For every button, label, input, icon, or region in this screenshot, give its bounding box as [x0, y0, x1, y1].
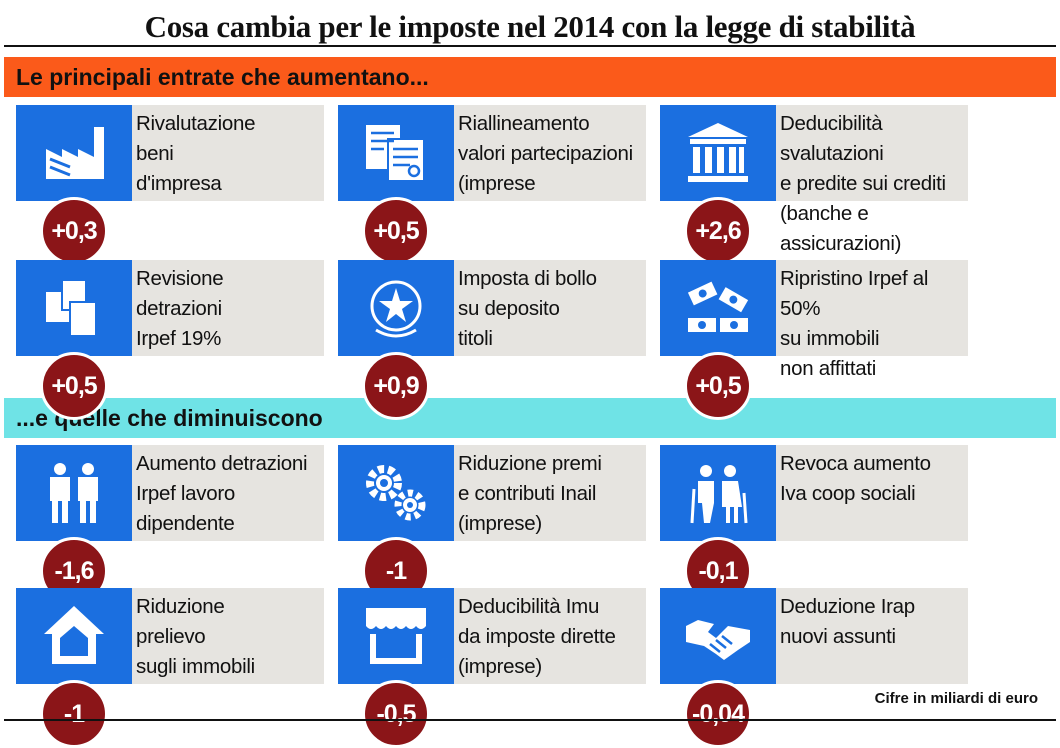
value-badge: +0,3 — [40, 197, 108, 265]
elderly-couple-icon — [660, 445, 776, 541]
state-emblem-icon — [338, 260, 454, 356]
value-badge: -1 — [40, 680, 108, 748]
card-deduzione-irap: Deduzione Irap nuovi assunti -0,04 — [660, 588, 968, 748]
value-badge: +0,9 — [362, 352, 430, 420]
card-deducibilita-imu: Deducibilità Imu da imposte dirette (imp… — [338, 588, 646, 748]
gears-icon — [338, 445, 454, 541]
bottom-rule — [4, 719, 1056, 721]
card-aumento-detrazioni: Aumento detrazioni Irpef lavoro dipenden… — [16, 445, 324, 605]
card-riduzione-premi: Riduzione premi e contributi Inail (impr… — [338, 445, 646, 605]
title-rule — [4, 45, 1056, 47]
shop-icon — [338, 588, 454, 684]
card-label: Riallineamento valori partecipazioni (im… — [458, 112, 633, 195]
workers-icon — [16, 445, 132, 541]
card-imposta-bollo: Imposta di bollo su deposito titoli +0,9 — [338, 260, 646, 420]
card-label: Riduzione prelievo sugli immobili — [136, 595, 255, 678]
card-label: Revisione detrazioni Irpef 19% — [136, 267, 224, 350]
units-footnote: Cifre in miliardi di euro — [874, 690, 1038, 707]
handshake-icon — [660, 588, 776, 684]
bank-icon — [660, 105, 776, 201]
card-rivalutazione-beni: Rivalutazione beni d'impresa +0,3 — [16, 105, 324, 265]
value-badge: +0,5 — [40, 352, 108, 420]
card-revisione-detrazioni: Revisione detrazioni Irpef 19% +0,5 — [16, 260, 324, 420]
papers-icon — [16, 260, 132, 356]
house-icon — [16, 588, 132, 684]
card-label: Aumento detrazioni Irpef lavoro dipenden… — [136, 452, 308, 535]
card-label: Deduzione Irap nuovi assunti — [780, 595, 915, 648]
value-badge: -0,04 — [684, 680, 752, 748]
factory-icon — [16, 105, 132, 201]
card-label: Revoca aumento Iva coop sociali — [780, 452, 931, 505]
value-badge: +0,5 — [684, 352, 752, 420]
value-badge: -0,5 — [362, 680, 430, 748]
section-header-increase: Le principali entrate che aumentano... — [4, 57, 1056, 97]
value-badge: +2,6 — [684, 197, 752, 265]
documents-icon — [338, 105, 454, 201]
card-ripristino-irpef: Ripristino Irpef al 50% su immobili non … — [660, 260, 968, 420]
value-badge: +0,5 — [362, 197, 430, 265]
section-header-decrease: ...e quelle che diminuiscono — [4, 398, 1056, 438]
card-label: Imposta di bollo su deposito titoli — [458, 267, 597, 350]
card-deducibilita-svalutazioni: Deducibilità svalutazioni e predite sui … — [660, 105, 968, 265]
card-riallineamento-valori: Riallineamento valori partecipazioni (im… — [338, 105, 646, 265]
card-label: Ripristino Irpef al 50% su immobili non … — [780, 267, 929, 380]
card-label: Deducibilità svalutazioni e predite sui … — [780, 112, 946, 255]
card-riduzione-prelievo: Riduzione prelievo sugli immobili -1 — [16, 588, 324, 748]
card-label: Deducibilità Imu da imposte dirette (imp… — [458, 595, 616, 678]
page-title: Cosa cambia per le imposte nel 2014 con … — [144, 9, 916, 44]
card-label: Riduzione premi e contributi Inail (impr… — [458, 452, 602, 535]
card-label: Rivalutazione beni d'impresa — [136, 112, 256, 195]
card-revoca-aumento-iva: Revoca aumento Iva coop sociali -0,1 — [660, 445, 968, 605]
banknotes-icon — [660, 260, 776, 356]
